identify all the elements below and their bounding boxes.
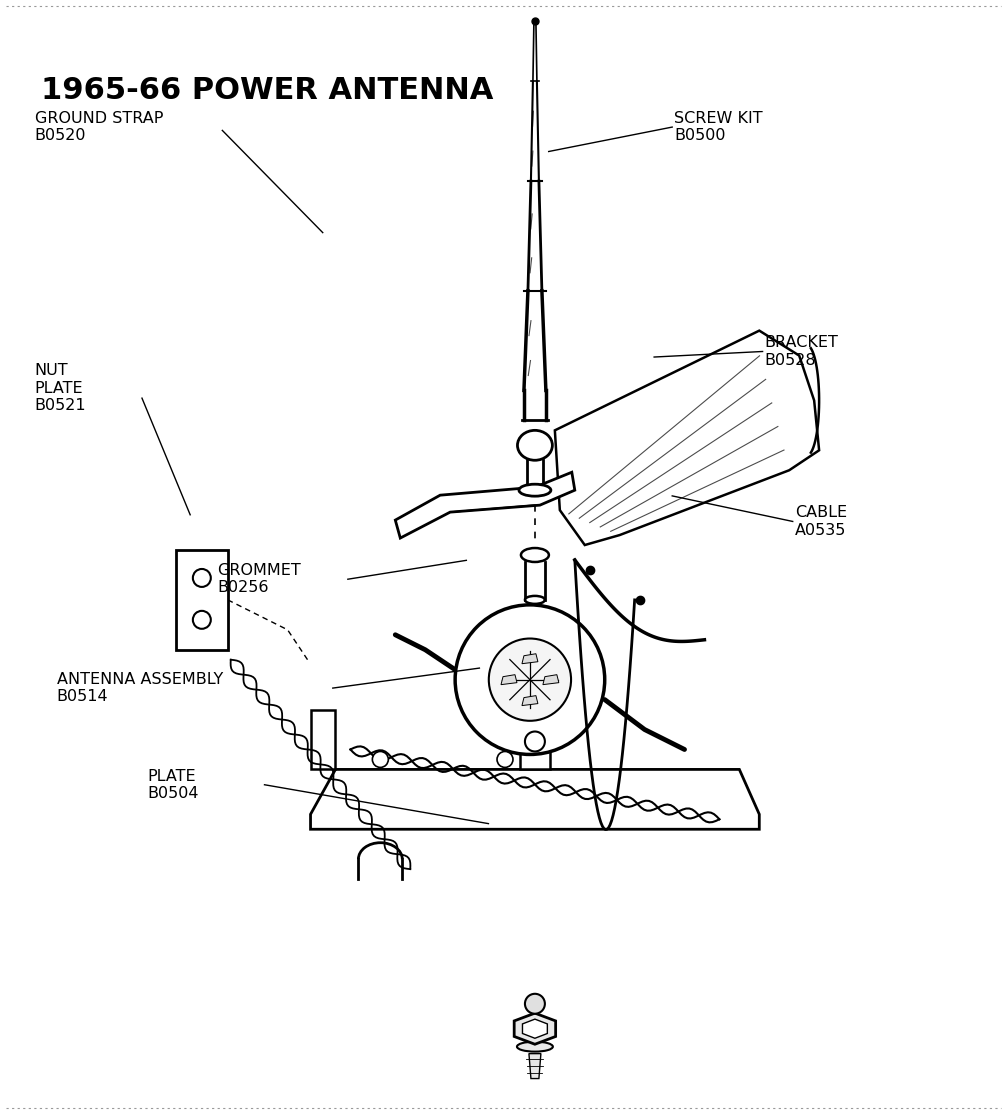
- Ellipse shape: [518, 430, 553, 460]
- Circle shape: [488, 638, 571, 721]
- Ellipse shape: [517, 1042, 553, 1052]
- Text: GROUND STRAP
B0520: GROUND STRAP B0520: [34, 111, 163, 144]
- Polygon shape: [555, 331, 819, 545]
- Circle shape: [455, 605, 605, 754]
- Polygon shape: [522, 654, 538, 664]
- Circle shape: [525, 994, 545, 1014]
- Circle shape: [373, 752, 389, 768]
- Polygon shape: [523, 1019, 548, 1038]
- Polygon shape: [543, 675, 559, 685]
- Text: SCREW KIT
B0500: SCREW KIT B0500: [675, 111, 763, 144]
- Circle shape: [525, 732, 545, 752]
- Circle shape: [497, 752, 513, 768]
- Text: BRACKET
B0528: BRACKET B0528: [764, 335, 839, 368]
- Text: GROMMET
B0256: GROMMET B0256: [218, 563, 301, 595]
- Ellipse shape: [525, 596, 545, 604]
- Circle shape: [193, 569, 210, 587]
- Text: CABLE
A0535: CABLE A0535: [795, 506, 847, 538]
- Text: 1965-66 POWER ANTENNA: 1965-66 POWER ANTENNA: [41, 77, 493, 106]
- Text: NUT
PLATE
B0521: NUT PLATE B0521: [34, 363, 87, 413]
- Polygon shape: [396, 472, 575, 538]
- Ellipse shape: [521, 548, 549, 561]
- Polygon shape: [515, 1013, 556, 1044]
- Text: PLATE
B0504: PLATE B0504: [147, 769, 198, 801]
- Polygon shape: [520, 714, 550, 770]
- Polygon shape: [522, 695, 538, 705]
- Polygon shape: [310, 770, 759, 829]
- Polygon shape: [501, 675, 517, 685]
- Bar: [176, 550, 228, 649]
- Polygon shape: [310, 710, 335, 770]
- Text: ANTENNA ASSEMBLY
B0514: ANTENNA ASSEMBLY B0514: [56, 672, 223, 704]
- Circle shape: [193, 610, 210, 628]
- Ellipse shape: [519, 485, 551, 496]
- Polygon shape: [529, 1054, 541, 1078]
